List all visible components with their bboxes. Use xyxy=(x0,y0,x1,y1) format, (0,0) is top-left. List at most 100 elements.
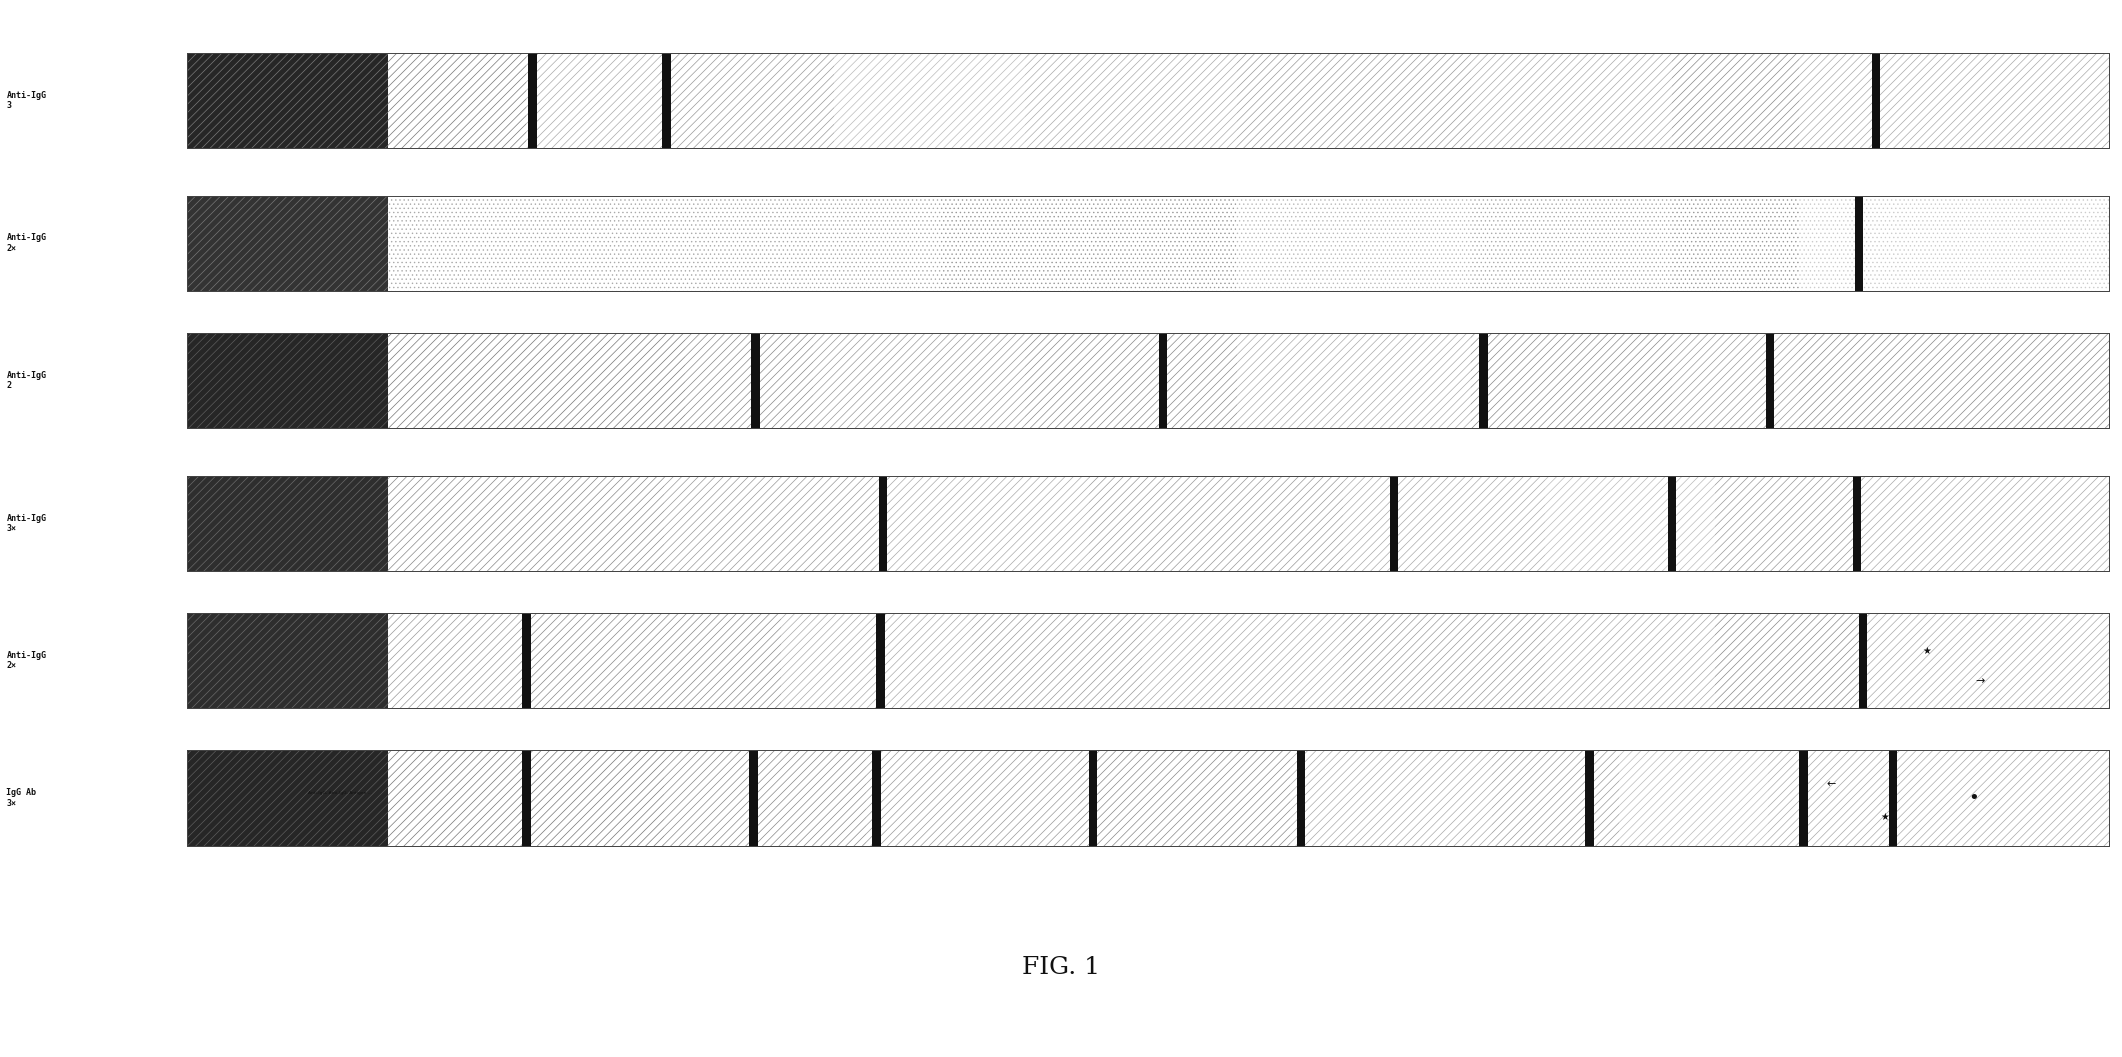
Bar xyxy=(187,333,2109,428)
Bar xyxy=(187,53,2109,148)
Bar xyxy=(187,196,388,291)
Bar xyxy=(1715,613,1863,708)
Bar xyxy=(1619,750,1768,846)
Bar xyxy=(1859,613,1867,708)
Bar xyxy=(1237,196,1471,291)
Bar xyxy=(1471,333,1672,428)
Bar xyxy=(187,53,2109,148)
Bar xyxy=(876,613,885,708)
Bar xyxy=(187,53,388,148)
Bar xyxy=(1142,613,1343,708)
Bar xyxy=(1672,196,1799,291)
Text: Anti-IgG
2×: Anti-IgG 2× xyxy=(6,651,47,670)
Bar xyxy=(187,333,388,428)
Text: Anti-IgG
3: Anti-IgG 3 xyxy=(6,91,47,110)
Bar xyxy=(749,750,758,846)
Text: ←: ← xyxy=(1827,779,1836,789)
Bar xyxy=(1297,750,1305,846)
Text: IgG Ab
3×: IgG Ab 3× xyxy=(6,789,36,808)
Bar xyxy=(1668,476,1676,571)
Bar xyxy=(1545,476,1715,571)
Bar xyxy=(751,333,760,428)
Bar xyxy=(813,333,1025,428)
Bar xyxy=(1290,750,1492,846)
Bar xyxy=(388,613,526,708)
Bar xyxy=(1766,333,1774,428)
Bar xyxy=(1855,196,1863,291)
Bar xyxy=(1390,476,1398,571)
Bar xyxy=(972,613,1142,708)
Bar xyxy=(1479,333,1488,428)
Bar xyxy=(187,476,2109,571)
Bar xyxy=(187,613,2109,708)
Bar xyxy=(522,613,530,708)
Bar xyxy=(1768,750,2109,846)
Bar xyxy=(526,53,664,148)
Bar xyxy=(388,750,664,846)
Text: Anti-IgG, Anti-IgG, Antigen ...: Anti-IgG, Anti-IgG, Antigen ... xyxy=(308,792,371,795)
Bar xyxy=(1672,333,1799,428)
Text: Anti-IgG
2: Anti-IgG 2 xyxy=(6,371,47,390)
Bar xyxy=(526,613,781,708)
Bar xyxy=(1237,53,1471,148)
Bar xyxy=(1078,750,1290,846)
Bar xyxy=(1492,750,1619,846)
Bar xyxy=(664,750,866,846)
Bar xyxy=(1025,333,1237,428)
Bar xyxy=(879,476,887,571)
Bar xyxy=(1471,196,1672,291)
Bar xyxy=(781,613,972,708)
Bar xyxy=(187,750,388,846)
Bar xyxy=(1159,333,1167,428)
Bar xyxy=(1343,476,1545,571)
Bar xyxy=(528,53,537,148)
Bar xyxy=(1799,196,2109,291)
Bar xyxy=(1889,750,1897,846)
Bar xyxy=(187,196,2109,291)
Bar xyxy=(1799,750,1808,846)
Bar xyxy=(187,750,2109,846)
Bar xyxy=(1799,333,2109,428)
Bar xyxy=(866,750,1078,846)
Bar xyxy=(1545,613,1715,708)
Text: ★: ★ xyxy=(1880,812,1889,822)
Bar xyxy=(187,333,2109,428)
Bar xyxy=(834,53,1025,148)
Bar xyxy=(1343,613,1545,708)
Bar xyxy=(1471,53,1672,148)
Text: Anti-IgG
2×: Anti-IgG 2× xyxy=(6,234,47,253)
Bar xyxy=(388,196,940,291)
Text: →: → xyxy=(1976,676,1984,687)
Bar xyxy=(662,53,671,148)
Bar xyxy=(1237,333,1471,428)
Bar xyxy=(872,750,881,846)
Bar xyxy=(187,613,2109,708)
Bar xyxy=(388,333,685,428)
Text: FIG. 1: FIG. 1 xyxy=(1023,956,1099,979)
Bar xyxy=(187,613,388,708)
Bar xyxy=(1672,53,1799,148)
Bar xyxy=(1715,476,1863,571)
Bar xyxy=(1872,53,1880,148)
Text: ★: ★ xyxy=(1923,646,1931,656)
Bar xyxy=(1089,750,1097,846)
Bar xyxy=(1863,476,2109,571)
Bar xyxy=(1863,613,2109,708)
Bar xyxy=(388,476,664,571)
Bar xyxy=(876,476,1089,571)
Bar xyxy=(187,476,388,571)
Bar xyxy=(388,53,526,148)
Bar xyxy=(940,196,1237,291)
Bar xyxy=(1585,750,1594,846)
Bar xyxy=(664,476,876,571)
Text: •: • xyxy=(1967,789,1980,808)
Bar xyxy=(187,476,2109,571)
Bar xyxy=(664,53,834,148)
Bar xyxy=(1799,53,2109,148)
Bar xyxy=(1025,53,1237,148)
Text: Anti-IgG
3×: Anti-IgG 3× xyxy=(6,514,47,533)
Bar xyxy=(685,333,813,428)
Bar xyxy=(187,750,2109,846)
Bar xyxy=(1089,476,1343,571)
Bar xyxy=(1853,476,1861,571)
